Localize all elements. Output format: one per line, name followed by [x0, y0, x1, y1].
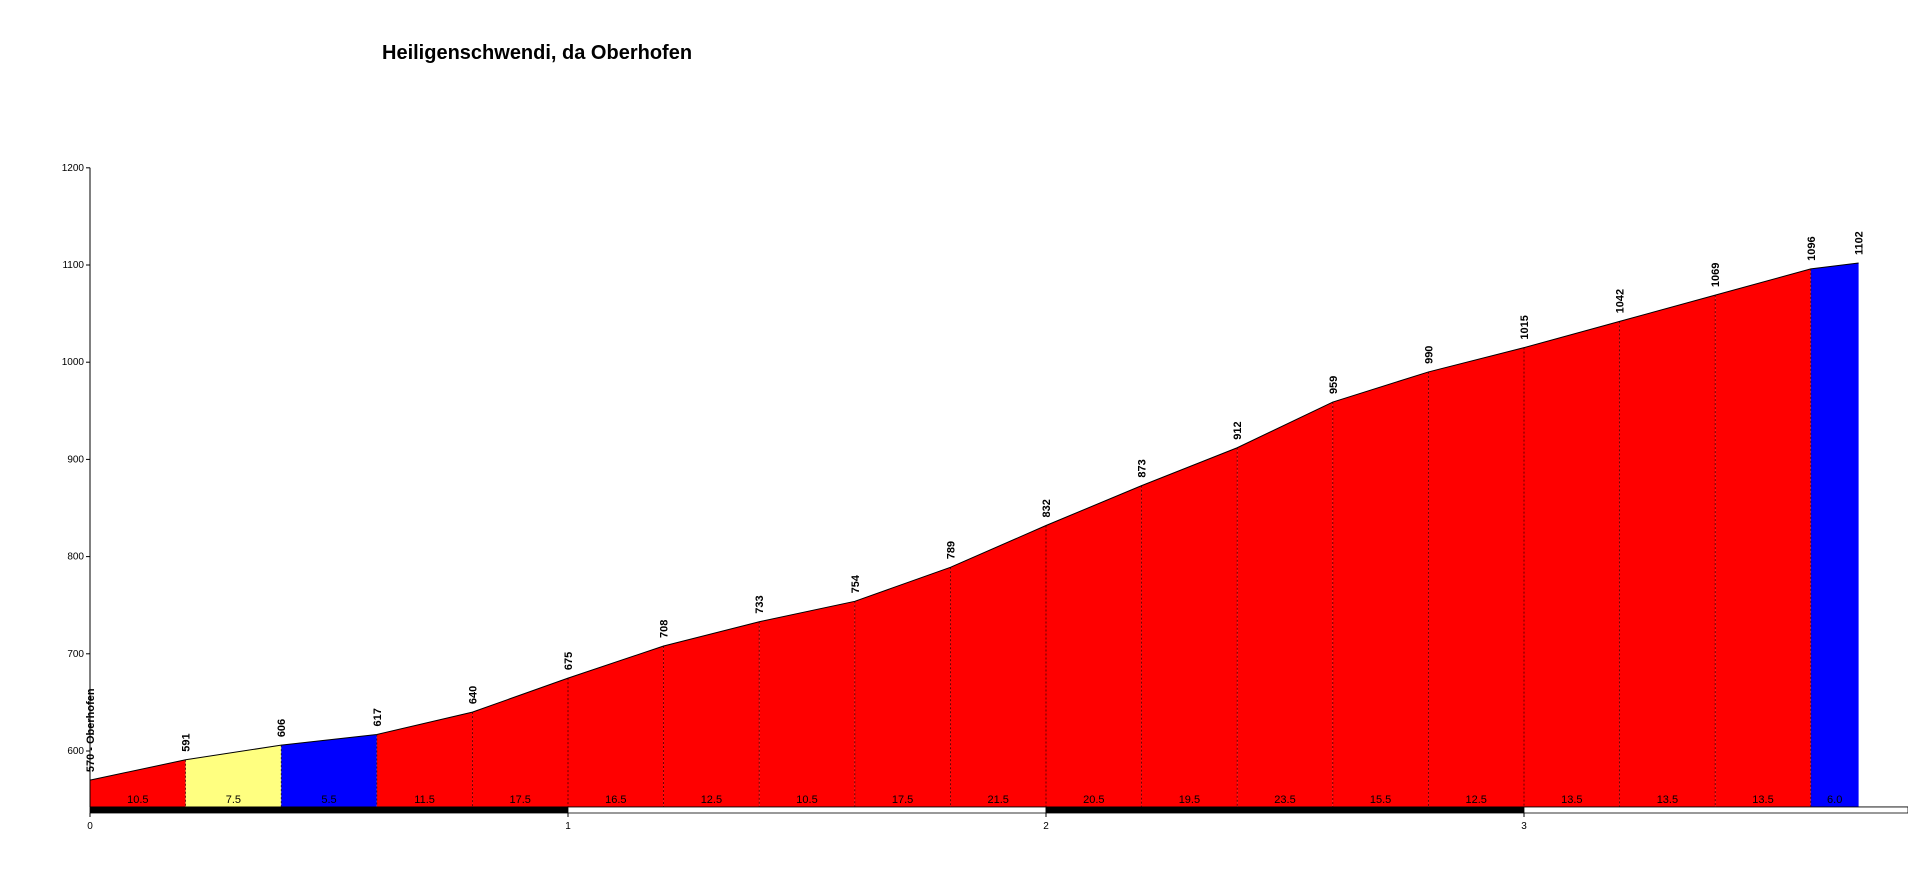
elevation-label: 640: [467, 686, 479, 704]
elevation-label: 1042: [1615, 289, 1627, 313]
grade-label: 12.5: [1465, 794, 1486, 806]
profile-segment: [663, 621, 760, 807]
profile-segment: [1810, 263, 1859, 807]
km-band: [567, 806, 1047, 814]
grade-label: 13.5: [1561, 794, 1582, 806]
profile-outline: [89, 262, 1859, 781]
profile-segment: [376, 712, 473, 807]
grade-label: 10.5: [796, 794, 817, 806]
elevation-label: 733: [754, 595, 766, 613]
grade-label: 23.5: [1274, 794, 1295, 806]
x-tick-label: 2: [1043, 821, 1049, 832]
grade-label: 19.5: [1179, 794, 1200, 806]
axis-layer: 600 700 800 900 1000 1100 1200 0 1 2 3: [62, 163, 1908, 832]
start-elevation-label: 570 - Oberhofen: [85, 688, 97, 772]
profile-segment: [185, 745, 282, 807]
elevation-label: 789: [945, 541, 957, 559]
profile-segment: [472, 678, 568, 807]
km-band: [1045, 806, 1525, 814]
segments-layer: [90, 263, 1859, 807]
elevation-label: 617: [372, 708, 384, 726]
profile-segment: [1428, 347, 1524, 807]
elevation-label: 873: [1137, 459, 1149, 477]
grade-label: 17.5: [509, 794, 530, 806]
profile-segment: [1237, 402, 1333, 807]
elevation-label: 606: [276, 719, 288, 737]
elevation-label: 1015: [1519, 315, 1531, 339]
profile-segment: [1619, 295, 1716, 807]
km-band: [89, 806, 569, 814]
y-tick-label: 800: [67, 552, 84, 563]
elevation-label: 959: [1328, 376, 1340, 394]
grade-label: 12.5: [701, 794, 722, 806]
profile-segment: [568, 646, 664, 807]
profile-segment: [1524, 321, 1620, 807]
elevation-label: 754: [850, 574, 862, 593]
elevation-label: 591: [181, 733, 193, 751]
profile-segment: [759, 601, 855, 807]
profile-segment: [90, 759, 186, 807]
profile-segment: [950, 525, 1046, 807]
grade-label: 13.5: [1752, 794, 1773, 806]
profile-segment: [1715, 268, 1811, 807]
grade-label: 10.5: [127, 794, 148, 806]
elevation-label: 708: [659, 620, 671, 638]
profile-segment: [281, 734, 377, 807]
km-band: [1523, 806, 1908, 814]
y-tick-label: 700: [67, 649, 84, 660]
elevation-label: 832: [1041, 499, 1053, 517]
x-tick-label: 3: [1521, 821, 1527, 832]
y-tick-label: 1200: [62, 163, 85, 174]
y-tick-label: 1000: [62, 357, 85, 368]
grade-label: 15.5: [1370, 794, 1391, 806]
grade-label: 17.5: [892, 794, 913, 806]
y-tick-label: 900: [67, 454, 84, 465]
grade-label: 5.5: [321, 794, 336, 806]
profile-segment: [1332, 371, 1429, 807]
x-tick-label: 1: [565, 821, 571, 832]
elevation-label: 1069: [1710, 263, 1722, 287]
x-tick-label: 0: [87, 821, 93, 832]
outline-layer: [89, 262, 1859, 781]
dividers-layer: [185, 268, 1812, 807]
grade-label: 21.5: [987, 794, 1008, 806]
labels-layer: 10.5 7.5 5.5 11.5 17.5 16.5 12.5 10.5 17.5 21.5 20…: [85, 231, 1866, 806]
grade-label: 16.5: [605, 794, 626, 806]
y-tick-label: 600: [67, 746, 84, 757]
grade-label: 11.5: [414, 794, 435, 806]
elevation-label: 990: [1423, 346, 1435, 364]
elevation-label: 912: [1232, 421, 1244, 439]
profile-segment: [854, 567, 951, 807]
elevation-label: 1102: [1854, 231, 1866, 255]
grade-label: 13.5: [1657, 794, 1678, 806]
profile-segment: [1141, 447, 1238, 807]
grade-label: 6.0: [1827, 794, 1842, 806]
grade-label: 20.5: [1083, 794, 1104, 806]
grade-label: 7.5: [226, 794, 241, 806]
profile-segment: [1046, 485, 1142, 807]
elevation-label: 675: [563, 652, 575, 670]
elevation-label: 1096: [1806, 236, 1818, 260]
y-tick-label: 1100: [62, 260, 84, 271]
chart-title: Heiligenschwendi, da Oberhofen: [382, 42, 693, 64]
